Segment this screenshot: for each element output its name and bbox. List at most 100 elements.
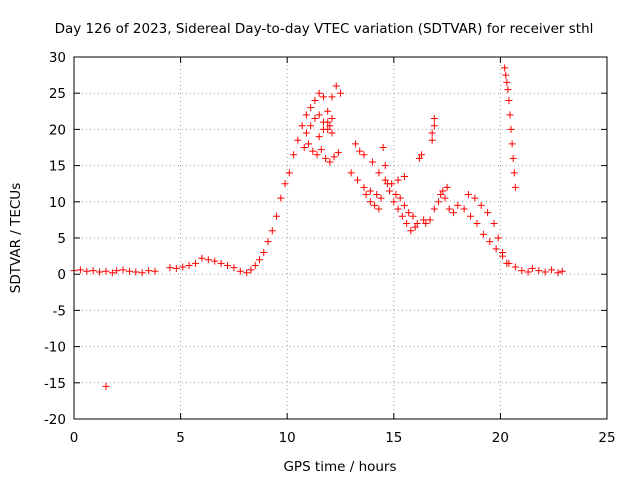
data-point: [428, 129, 436, 137]
data-point: [386, 187, 394, 195]
data-point: [264, 238, 272, 246]
data-point: [518, 267, 526, 275]
data-point: [439, 187, 447, 195]
data-point: [224, 262, 232, 270]
data-point: [437, 191, 445, 199]
grid-layer: [74, 57, 607, 419]
data-point: [394, 205, 402, 213]
data-point: [409, 212, 417, 220]
y-tick-label: -20: [44, 412, 66, 428]
data-point: [503, 259, 511, 267]
data-point: [102, 267, 110, 275]
data-point: [510, 169, 518, 177]
data-point: [108, 269, 116, 277]
data-point: [330, 153, 338, 161]
data-point: [398, 212, 406, 220]
data-point: [415, 154, 423, 162]
data-point: [302, 111, 310, 119]
data-point: [467, 212, 475, 220]
data-point: [509, 154, 517, 162]
data-point: [356, 147, 364, 155]
data-point: [501, 64, 509, 72]
data-point: [302, 129, 310, 137]
data-point: [255, 256, 263, 264]
data-point: [418, 151, 426, 159]
data-point: [443, 183, 451, 191]
y-axis-label: SDTVAR / TECUs: [8, 183, 24, 293]
data-point: [322, 154, 330, 162]
data-point: [502, 71, 510, 79]
data-point: [247, 266, 255, 274]
x-tick-label: 10: [279, 430, 296, 446]
data-point: [211, 257, 219, 265]
data-point: [138, 269, 146, 277]
data-point: [441, 194, 449, 202]
y-tick-label: 25: [49, 86, 66, 102]
x-tick-label: 20: [492, 430, 509, 446]
x-tick-label: 0: [70, 430, 79, 446]
data-point: [420, 216, 428, 224]
data-point: [428, 136, 436, 144]
data-point: [230, 264, 238, 272]
data-point: [454, 201, 462, 209]
data-point: [449, 209, 457, 217]
data-point: [305, 140, 313, 148]
data-point: [185, 262, 193, 270]
data-point: [445, 205, 453, 213]
data-point: [390, 198, 398, 206]
data-point: [400, 201, 408, 209]
y-tick-label: -10: [44, 340, 66, 356]
data-point: [554, 269, 562, 277]
data-point: [328, 129, 336, 137]
data-point: [388, 180, 396, 188]
data-point: [328, 115, 336, 123]
data-point: [192, 259, 200, 267]
data-point: [403, 220, 411, 228]
data-point: [204, 256, 212, 264]
data-point: [528, 264, 536, 272]
data-point: [294, 136, 302, 144]
data-point: [490, 220, 498, 228]
y-tick-label: 20: [49, 122, 66, 138]
data-point: [125, 267, 133, 275]
data-point: [471, 194, 479, 202]
data-point: [300, 144, 308, 151]
data-point: [366, 198, 374, 206]
data-point: [435, 198, 443, 206]
data-point: [377, 194, 385, 202]
data-point: [492, 245, 500, 253]
data-marks: [70, 64, 566, 390]
data-point: [317, 146, 325, 154]
data-point: [430, 205, 438, 213]
y-tick-label: -15: [44, 376, 66, 392]
data-point: [198, 254, 206, 262]
data-point: [371, 201, 379, 209]
data-point: [307, 122, 315, 130]
data-point: [313, 151, 321, 159]
x-tick-label: 15: [385, 430, 402, 446]
data-point: [524, 268, 532, 276]
data-point: [413, 220, 421, 228]
data-point: [166, 264, 174, 272]
data-point: [375, 169, 383, 177]
tick-layer: 0 5 10 15 20 25 -20 -15 -10 -5 0 5 10 15 20 25 30: [44, 50, 616, 446]
data-point: [464, 191, 472, 199]
data-point: [379, 144, 387, 151]
data-point: [76, 266, 84, 274]
data-point: [273, 212, 281, 220]
data-point: [113, 267, 121, 275]
data-point: [396, 194, 404, 202]
data-point: [473, 220, 481, 228]
data-point: [499, 248, 507, 256]
data-point: [243, 269, 251, 277]
data-point: [366, 187, 374, 195]
data-point: [508, 140, 516, 148]
data-point: [506, 111, 514, 119]
y-tick-label: 0: [57, 267, 66, 283]
data-point: [503, 78, 511, 86]
data-point: [394, 176, 402, 184]
data-point: [479, 230, 487, 238]
data-point: [381, 162, 389, 170]
